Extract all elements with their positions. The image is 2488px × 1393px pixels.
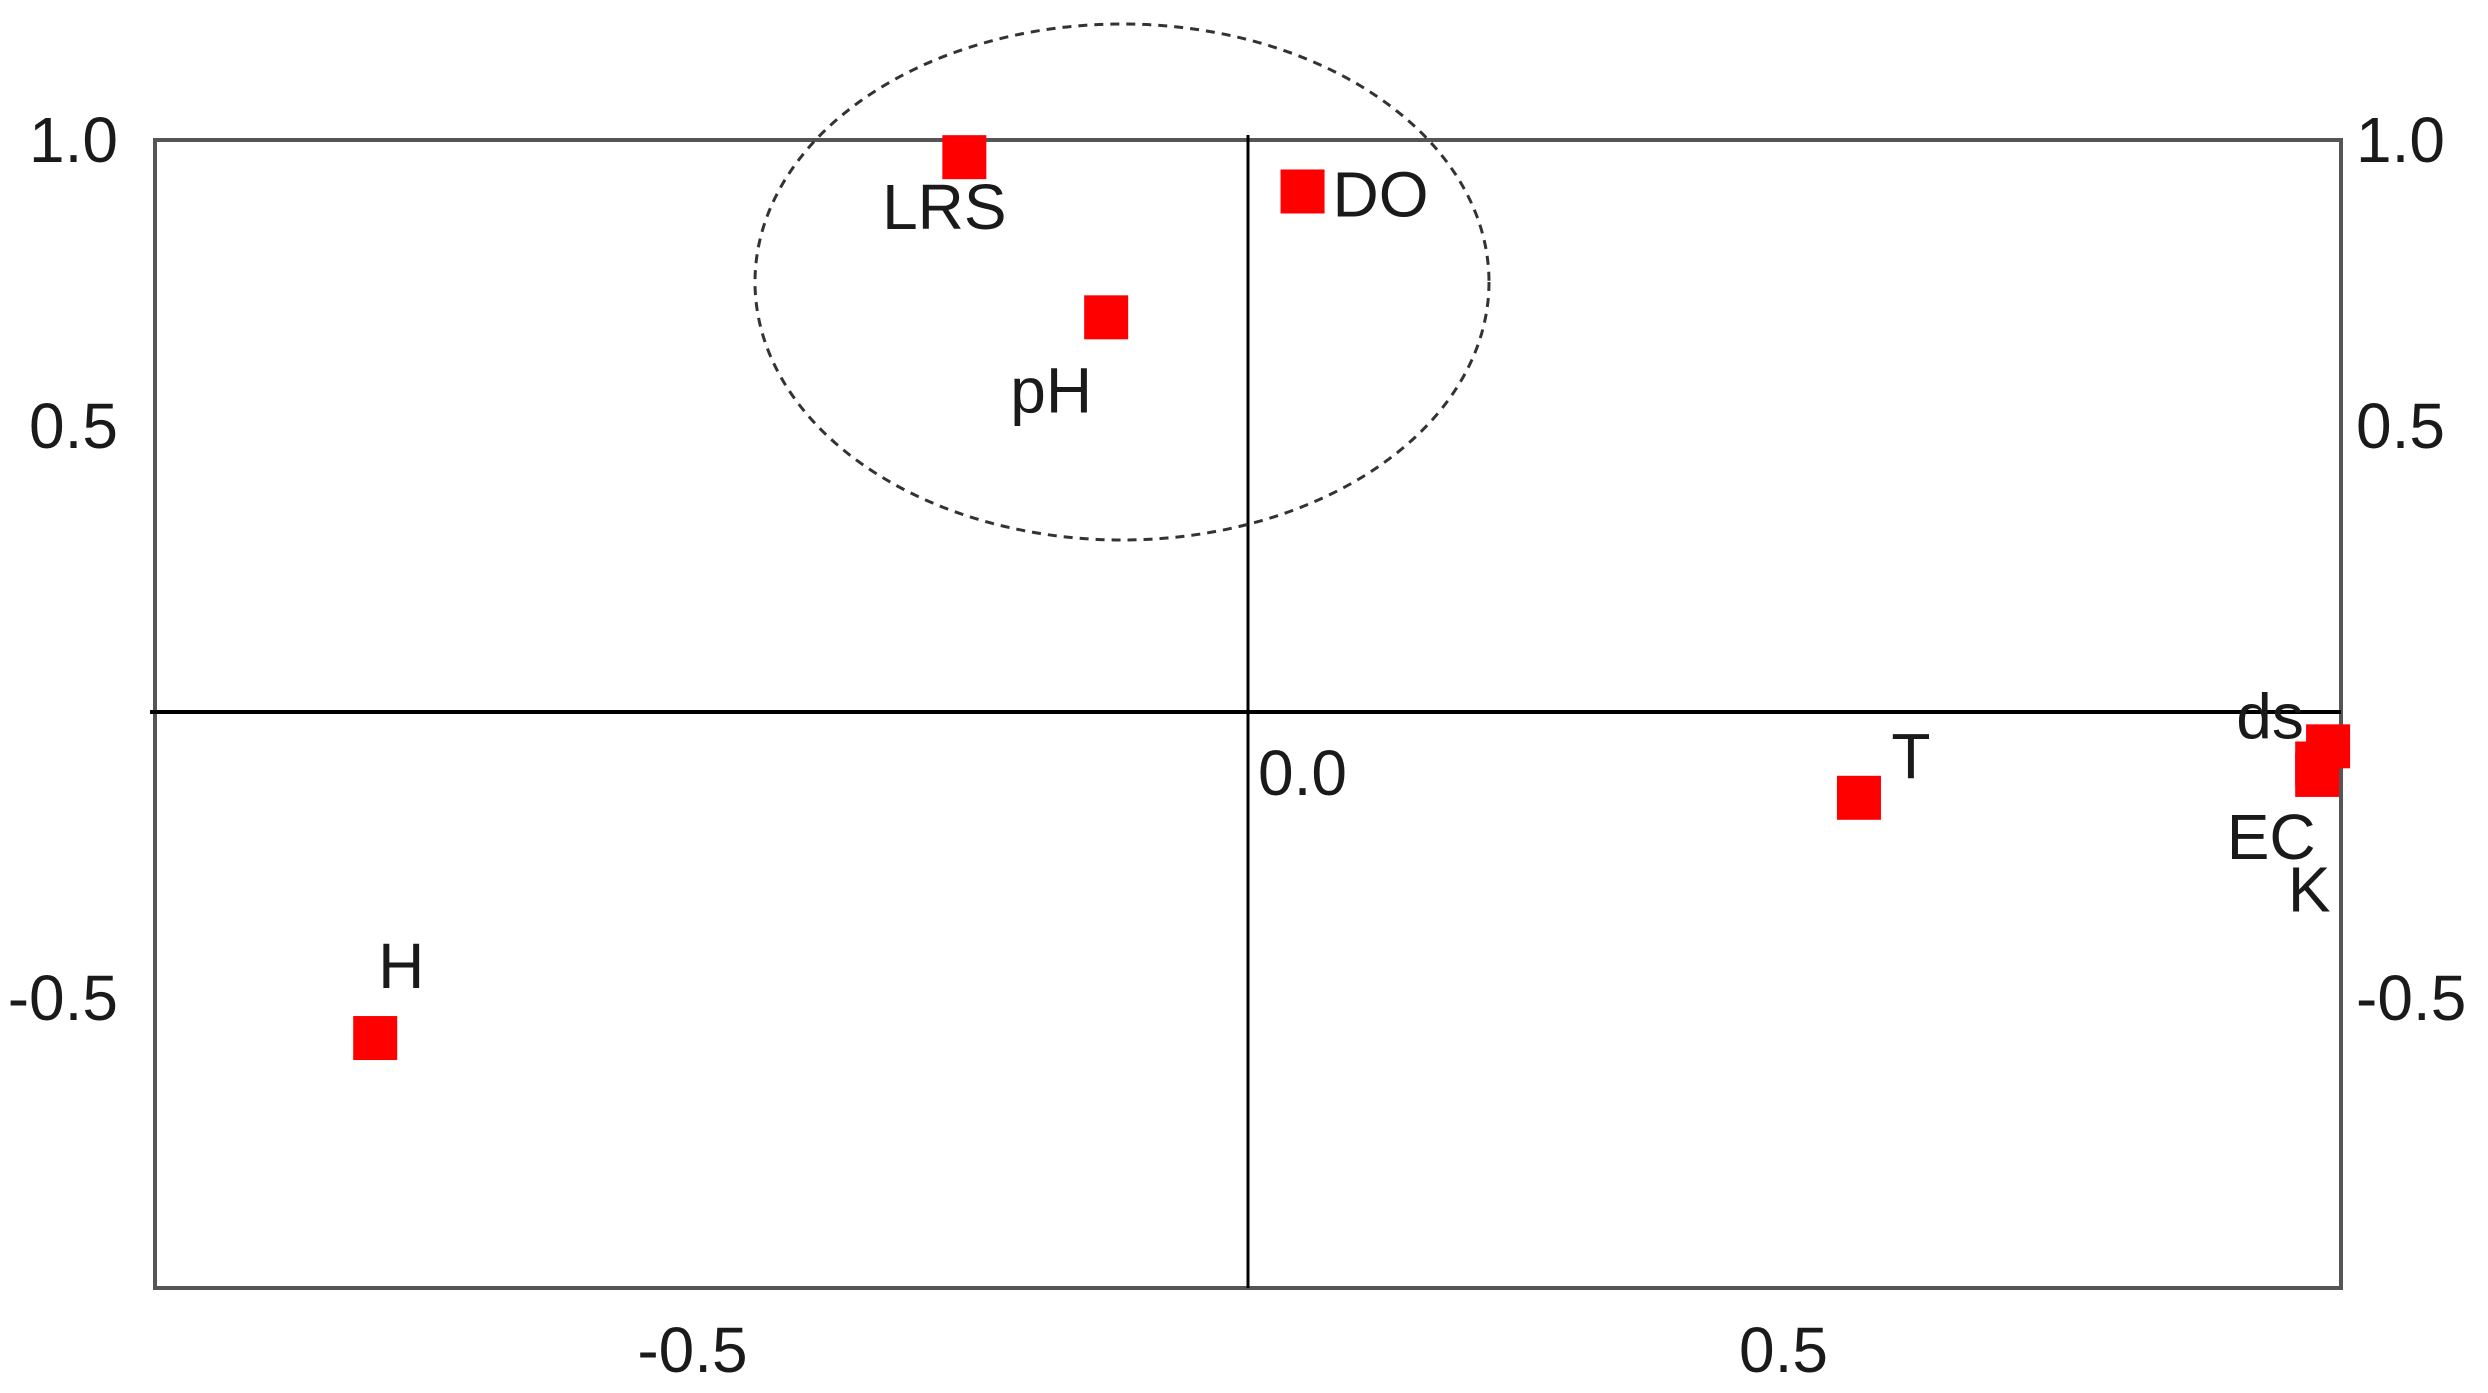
point-label-ds: ds (2236, 680, 2304, 752)
point-label-ec: EC (2227, 801, 2316, 873)
y-tick-label-right: -0.5 (2356, 962, 2466, 1034)
point-marker-h (353, 1016, 398, 1061)
cluster-ellipse (753, 22, 1491, 542)
y-tick-label-left: -0.5 (8, 962, 118, 1034)
point-marker-do (1280, 169, 1325, 214)
data-points: LRS DO pH T Hds ECK (353, 135, 2351, 1061)
point-marker-k (2295, 741, 2340, 786)
point-marker-lrs (942, 135, 987, 180)
point-marker-t (1836, 775, 1881, 820)
y-tick-label-right: 1.0 (2356, 104, 2445, 176)
y-tick-label-left: 0.5 (29, 390, 118, 462)
tick-labels: -0.5 0.5 1.0 0.5 -0.5 1.0 0.5 -0.5 0.0 (8, 104, 2467, 1386)
point-label-do: DO (1333, 158, 1429, 230)
x-tick-label: -0.5 (637, 1314, 747, 1386)
point-label-lrs: LRS (882, 171, 1007, 243)
x-tick-label: 0.5 (1739, 1314, 1828, 1386)
point-marker-ph (1084, 295, 1129, 340)
point-label-k: K (2288, 853, 2331, 925)
y-tick-label-left: 1.0 (29, 104, 118, 176)
point-label-ph: pH (1010, 354, 1092, 426)
point-label-t: T (1891, 720, 1930, 792)
origin-label: 0.0 (1258, 737, 1347, 809)
point-label-h: H (378, 930, 424, 1002)
y-tick-label-right: 0.5 (2356, 390, 2445, 462)
